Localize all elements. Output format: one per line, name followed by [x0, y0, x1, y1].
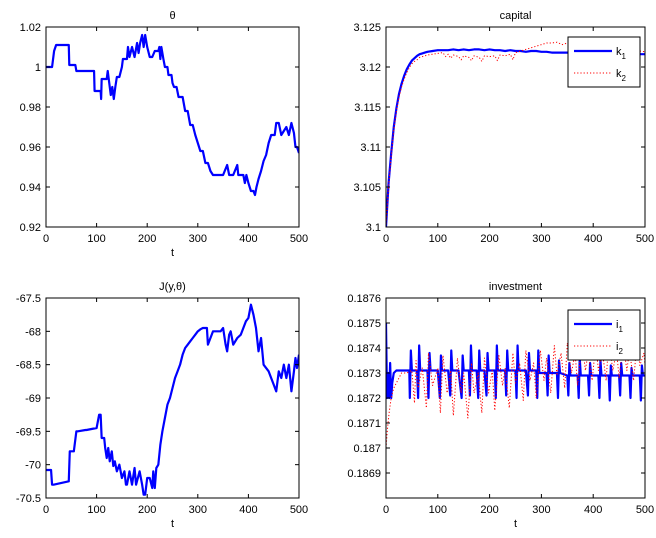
x-tick-label: 0 [43, 504, 49, 516]
x-tick-label: 200 [480, 504, 498, 516]
legend-label-1: i1 [616, 319, 623, 334]
y-tick-label: 0.187 [353, 443, 381, 455]
y-tick-label: 0.1869 [347, 468, 381, 480]
panel-theta: 0 100 200 300 400 500 0.92 0.94 0.96 0.98 1 1.02 θ t [20, 10, 309, 259]
x-tick-label: 0 [383, 504, 389, 516]
axes-box [385, 26, 646, 228]
x-tick-label: 0 [43, 233, 49, 245]
x-tick-label: 0 [383, 233, 389, 245]
panel-investment: 0 100 200 300 400 500 0.1869 0.187 0.1871 0.1872 0… [347, 281, 654, 530]
x-tick-label: 100 [429, 233, 447, 245]
y-tick-label: -69.5 [16, 426, 41, 438]
x-tick-label: 300 [189, 504, 207, 516]
x-tick-label: 100 [87, 504, 105, 516]
y-tick-label: 0.1871 [347, 418, 381, 430]
x-axis-label: t [171, 518, 174, 530]
x-tick-label: 400 [584, 504, 602, 516]
series-line-investment-2 [386, 340, 645, 449]
y-tick-label: 3.115 [354, 102, 381, 114]
y-tick-label: 0.1875 [347, 318, 381, 330]
x-axis-label: t [514, 518, 517, 530]
y-tick-label: 0.1876 [347, 293, 381, 305]
y-tick-label: 3.125 [353, 22, 381, 34]
y-tick-label: -70 [25, 460, 41, 472]
x-tick-label: 100 [429, 504, 447, 516]
legend-label-1: k1 [616, 46, 627, 61]
y-tick-label: 0.1874 [347, 343, 381, 355]
y-tick-label: 1.02 [20, 22, 41, 34]
chart-title: θ [169, 10, 175, 22]
series-line-investment-1 [386, 322, 645, 402]
y-tick-label: 3.11 [360, 142, 381, 154]
y-tick-label: 0.92 [20, 222, 41, 234]
x-tick-label: 100 [87, 233, 105, 245]
y-tick-label: 0.1873 [347, 368, 381, 380]
x-tick-label: 300 [532, 504, 550, 516]
x-tick-label: 400 [239, 504, 257, 516]
y-tick-label: -68 [25, 326, 41, 338]
legend-box [567, 36, 641, 88]
x-tick-label: 500 [290, 233, 308, 245]
y-tick-label: -70.5 [16, 493, 41, 505]
y-tick-label: -69 [25, 393, 41, 405]
panel-J: 0 100 200 300 400 500 -70.5 -70 -69.5 -69 -68.5 -68… [16, 281, 308, 530]
y-tick-label: -68.5 [16, 360, 41, 372]
x-tick-label: 500 [636, 233, 654, 245]
y-tick-label: 0.94 [20, 182, 41, 194]
y-tick-label: -67.5 [16, 293, 41, 305]
x-tick-label: 200 [138, 504, 156, 516]
chart-title: investment [489, 281, 542, 293]
chart-title: capital [500, 10, 532, 22]
y-tick-label: 0.96 [20, 142, 41, 154]
x-axis-label: t [171, 247, 174, 259]
y-tick-label: 3.1 [366, 222, 381, 234]
series-line-theta-1 [46, 33, 299, 197]
y-tick-label: 3.12 [360, 62, 381, 74]
series-line-J-1 [46, 303, 299, 496]
x-tick-label: 400 [239, 233, 257, 245]
chart-title: J(y,θ) [159, 281, 186, 293]
x-tick-label: 500 [636, 504, 654, 516]
y-tick-label: 0.1872 [347, 393, 381, 405]
plot-area [46, 27, 299, 227]
axes-box [45, 26, 300, 228]
x-tick-label: 400 [584, 233, 602, 245]
x-tick-label: 500 [290, 504, 308, 516]
x-tick-label: 200 [138, 233, 156, 245]
x-tick-label: 200 [480, 233, 498, 245]
y-tick-label: 0.98 [20, 102, 41, 114]
legend-box [567, 309, 641, 361]
y-tick-label: 1 [35, 62, 41, 74]
panel-capital: 0 100 200 300 400 500 3.1 3.105 3.11 3.115 3.12 3.1… [353, 10, 654, 245]
y-tick-label: 3.105 [353, 182, 381, 194]
plot-area [46, 298, 299, 498]
x-tick-label: 300 [532, 233, 550, 245]
legend-label-2: i2 [616, 341, 623, 356]
x-tick-label: 300 [189, 233, 207, 245]
legend-label-2: k2 [616, 68, 627, 83]
